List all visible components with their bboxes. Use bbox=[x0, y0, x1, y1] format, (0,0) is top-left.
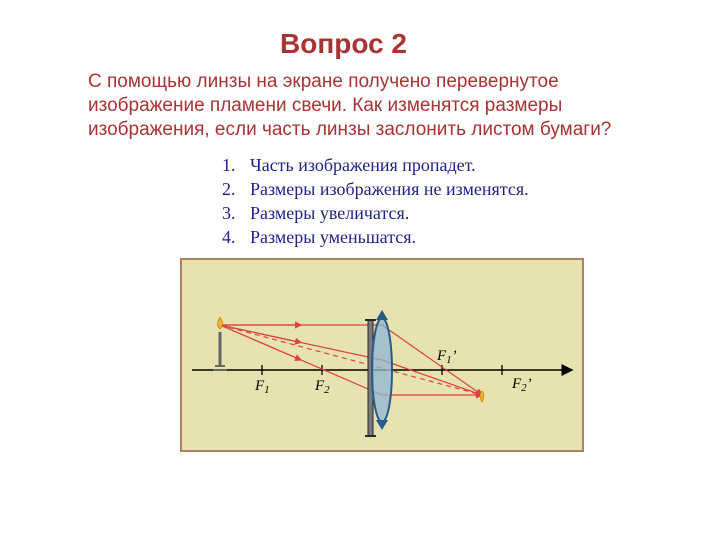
answer-option: Размеры увеличатся. bbox=[240, 203, 680, 224]
question-text: С помощью линзы на экране получено перев… bbox=[88, 70, 660, 141]
lens-diagram: F1F2F1’F2’ bbox=[182, 260, 582, 450]
answer-option: Часть изображения пропадет. bbox=[240, 155, 680, 176]
answer-option: Размеры уменьшатся. bbox=[240, 227, 680, 248]
diagram-border: F1F2F1’F2’ bbox=[180, 258, 584, 452]
answer-option: Размеры изображения не изменятся. bbox=[240, 179, 680, 200]
question-title: Вопрос 2 bbox=[40, 28, 680, 60]
answer-list: Часть изображения пропадет. Размеры изоб… bbox=[240, 155, 680, 248]
